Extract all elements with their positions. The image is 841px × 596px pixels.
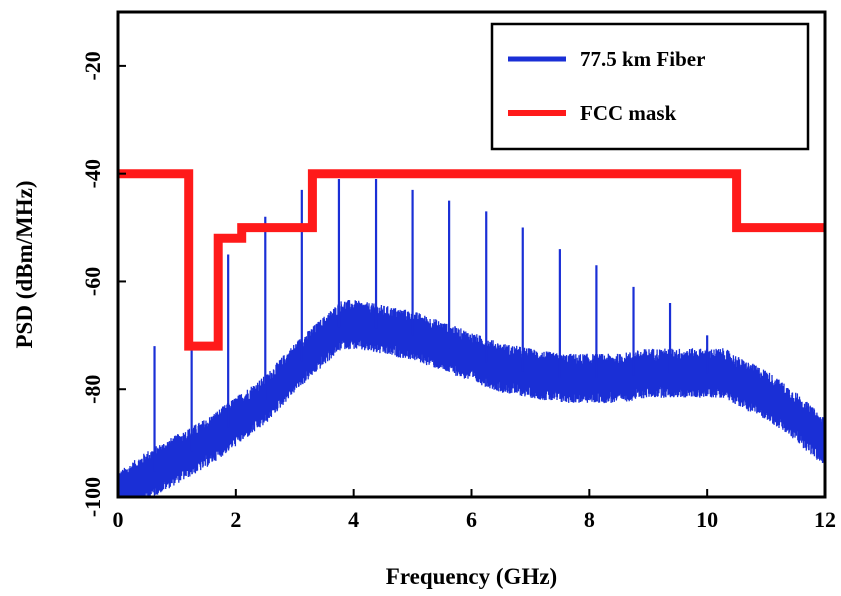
y-tick-label: -20 [80,51,105,80]
x-tick-label: 8 [584,507,595,532]
axis-ticks: 0 2 4 6 8 10 12 -100 -80 -60 -40 -20 [80,51,836,532]
fcc-mask-line [118,169,825,351]
x-axis-title: Frequency (GHz) [386,564,557,589]
y-tick-label: -40 [80,159,105,188]
y-tick-label: -80 [80,375,105,404]
x-tick-label: 0 [113,507,124,532]
legend-box [490,22,810,151]
legend-label-fiber: 77.5 km Fiber [580,47,705,71]
y-tick-label: -100 [80,477,105,517]
x-tick-label: 6 [466,507,477,532]
x-tick-label: 4 [348,507,359,532]
legend: 77.5 km Fiber FCC mask [490,22,810,151]
x-tick-label: 10 [696,507,718,532]
x-tick-label: 12 [814,507,836,532]
y-tick-label: -60 [80,267,105,296]
plot-area [117,169,826,497]
legend-label-fcc-mask: FCC mask [580,101,677,125]
x-tick-label: 2 [230,507,241,532]
spectrum-noise-band [117,300,826,497]
y-axis-title: PSD (dBm/MHz) [12,180,37,348]
